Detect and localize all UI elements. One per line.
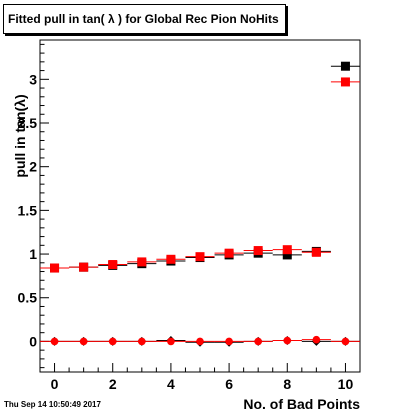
plot-frame [39, 39, 361, 373]
axis-ticks [40, 43, 346, 372]
data-point-square [108, 260, 118, 270]
x-tick-label: 2 [109, 376, 117, 392]
data-point-circle [167, 337, 175, 346]
axis-tick-labels: 0 2 4 6 8 10 0 0.5 1 1.5 2 2.5 3 [18, 71, 354, 392]
x-tick-label: 6 [225, 376, 233, 392]
y-tick-label: 1 [29, 246, 37, 262]
data-point-circle [283, 336, 292, 345]
chart-title: Fitted pull in tan( λ ) for Global Rec P… [3, 4, 286, 34]
data-point-circle [225, 337, 233, 346]
x-tick-label: 8 [283, 376, 291, 392]
y-axis-label: pull in tan(λ) [12, 94, 28, 178]
y-tick-label: 1.5 [18, 202, 38, 218]
y-tick-label: 0.5 [18, 290, 38, 306]
x-tick-label: 0 [51, 376, 59, 392]
series-0 [40, 61, 360, 273]
data-point-circle [312, 335, 321, 344]
data-point-square [311, 247, 321, 257]
data-point-square [282, 245, 292, 255]
data-point-circle [108, 337, 117, 346]
data-point-square [50, 263, 60, 273]
data-point-square [137, 257, 147, 267]
data-point-square [166, 254, 176, 264]
data-point-circle [196, 337, 204, 346]
data-point-circle [254, 337, 262, 346]
data-point-circle [79, 337, 88, 346]
data-point-square [282, 250, 292, 260]
series-3 [40, 335, 360, 346]
y-tick-label: 2.5 [18, 115, 38, 131]
y-tick-label: 3 [29, 71, 37, 87]
data-point-square [79, 262, 89, 272]
data-point-circle [138, 337, 146, 346]
data-point-square [253, 246, 263, 256]
plot-area-frame [39, 39, 361, 373]
x-axis-label: No. of Bad Points [243, 396, 360, 412]
y-tick-label: 2 [29, 159, 37, 175]
x-tick-label: 10 [338, 376, 354, 392]
data-point-circle [50, 337, 59, 346]
data-point-square [195, 252, 205, 262]
data-point-circle [341, 337, 350, 346]
y-tick-label: 0 [29, 333, 37, 349]
timestamp: Thu Sep 14 10:50:49 2017 [4, 400, 101, 409]
x-tick-label: 4 [167, 376, 175, 392]
data-point-square [340, 61, 350, 71]
series-1 [40, 77, 360, 273]
data-point-square [224, 248, 234, 258]
data-marks [40, 61, 360, 347]
data-point-square [340, 77, 350, 87]
